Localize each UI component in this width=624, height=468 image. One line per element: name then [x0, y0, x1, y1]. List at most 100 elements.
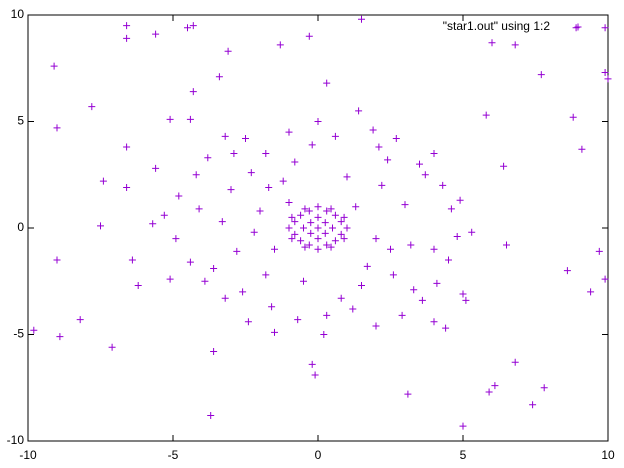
- point: [285, 128, 293, 136]
- point: [301, 243, 309, 251]
- point: [285, 198, 293, 206]
- point: [97, 222, 104, 230]
- point: [563, 267, 571, 275]
- point: [201, 277, 209, 285]
- point: [195, 205, 203, 213]
- point: [271, 245, 278, 253]
- point: [337, 230, 345, 238]
- x-tick-label: -5: [168, 448, 179, 462]
- point: [271, 328, 278, 336]
- point: [50, 62, 58, 70]
- point: [372, 322, 380, 330]
- point: [184, 24, 191, 32]
- point: [439, 181, 447, 189]
- point: [288, 235, 296, 243]
- point: [352, 203, 360, 211]
- point: [430, 318, 438, 326]
- point: [210, 264, 218, 272]
- point: [307, 219, 315, 227]
- point: [308, 360, 316, 368]
- point: [327, 205, 335, 213]
- point: [482, 111, 490, 119]
- point: [149, 220, 157, 228]
- point: [459, 422, 467, 430]
- point: [305, 32, 313, 40]
- point: [221, 132, 229, 140]
- point: [578, 145, 586, 153]
- point: [307, 229, 315, 237]
- point: [291, 158, 299, 166]
- point: [297, 211, 305, 219]
- point: [192, 171, 200, 179]
- point: [442, 324, 450, 332]
- point: [337, 218, 345, 226]
- point: [421, 171, 429, 179]
- point: [53, 256, 61, 264]
- point: [392, 135, 400, 143]
- point: [123, 143, 131, 151]
- point: [321, 229, 329, 237]
- point: [56, 333, 64, 341]
- point: [247, 169, 255, 177]
- point: [218, 218, 226, 226]
- point: [160, 211, 168, 219]
- point: [372, 235, 380, 243]
- point: [128, 256, 136, 264]
- point: [453, 233, 461, 241]
- point: [401, 201, 409, 209]
- point: [323, 241, 331, 249]
- point: [166, 275, 174, 283]
- x-tick-label: 5: [460, 448, 467, 462]
- point: [604, 75, 612, 83]
- point: [233, 247, 241, 255]
- point: [410, 286, 418, 294]
- point: [288, 213, 296, 221]
- point: [76, 316, 84, 324]
- point: [294, 316, 302, 324]
- point: [369, 126, 377, 134]
- point: [262, 271, 270, 279]
- point: [291, 218, 299, 226]
- point: [207, 411, 215, 419]
- point: [305, 241, 313, 249]
- point: [430, 149, 438, 157]
- point: [343, 173, 351, 181]
- point: [447, 205, 455, 213]
- point: [276, 41, 284, 49]
- point: [53, 124, 61, 132]
- point: [595, 247, 603, 255]
- point: [363, 262, 371, 270]
- point: [186, 258, 194, 266]
- point: [398, 311, 406, 319]
- point: [387, 245, 394, 253]
- point: [355, 107, 363, 115]
- point: [329, 224, 336, 232]
- point: [279, 177, 287, 185]
- point: [172, 235, 180, 243]
- point: [186, 115, 194, 123]
- point: [221, 294, 229, 302]
- point: [378, 181, 386, 189]
- point: [587, 288, 595, 296]
- point: [358, 282, 365, 290]
- point: [175, 192, 183, 200]
- point: [134, 282, 142, 290]
- point: [152, 30, 160, 38]
- point: [268, 303, 276, 311]
- point: [540, 384, 548, 392]
- point: [305, 207, 313, 215]
- point: [300, 277, 307, 285]
- point: [30, 326, 38, 334]
- point: [331, 132, 339, 140]
- y-tick-label: -10: [7, 433, 25, 447]
- point: [537, 71, 545, 79]
- point: [323, 79, 331, 87]
- point: [99, 177, 107, 185]
- point: [320, 331, 328, 338]
- point: [404, 390, 412, 398]
- point: [430, 245, 438, 253]
- x-tick-label: -10: [19, 448, 37, 462]
- point: [239, 288, 247, 296]
- point: [311, 371, 319, 379]
